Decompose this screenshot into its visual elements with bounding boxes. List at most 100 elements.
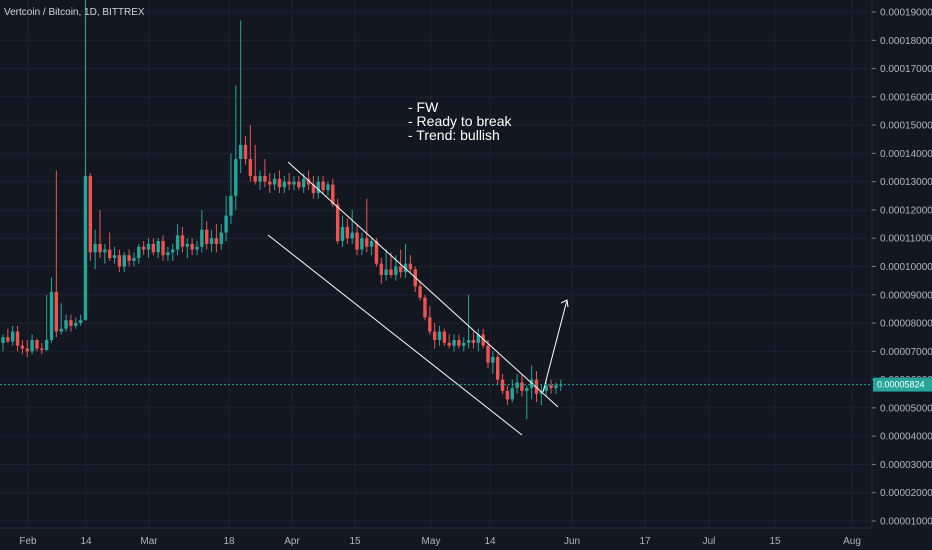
candle-body[interactable] xyxy=(408,263,413,270)
candle-body[interactable] xyxy=(481,334,485,346)
candle-body[interactable] xyxy=(88,176,92,253)
candle-body[interactable] xyxy=(209,238,214,244)
candle-body[interactable] xyxy=(340,226,345,242)
candle-body[interactable] xyxy=(418,286,422,298)
channel-upper-line[interactable] xyxy=(287,161,559,408)
candle-body[interactable] xyxy=(428,317,432,332)
candle-body[interactable] xyxy=(529,379,534,389)
candle-body[interactable] xyxy=(161,241,165,256)
candle-body[interactable] xyxy=(54,291,59,332)
candle-body[interactable] xyxy=(389,269,393,275)
candle-body[interactable] xyxy=(297,181,301,188)
candle-body[interactable] xyxy=(491,356,495,363)
candle-body[interactable] xyxy=(311,184,316,193)
time-axis[interactable]: Feb 14 Mar 18 Apr 15 May 14 Jun 17 Jul 15 Aug xyxy=(19,536,861,547)
candle-body[interactable] xyxy=(306,178,311,185)
candle-body[interactable] xyxy=(146,243,151,250)
candle-body[interactable] xyxy=(476,334,480,343)
candle-body[interactable] xyxy=(549,385,553,389)
candle-body[interactable] xyxy=(190,243,194,250)
candle-body[interactable] xyxy=(496,356,500,380)
candle-body[interactable] xyxy=(253,176,257,182)
candle-body[interactable] xyxy=(137,246,141,259)
candle-body[interactable] xyxy=(78,320,83,324)
candle-body[interactable] xyxy=(59,328,63,332)
candle-body[interactable] xyxy=(326,184,330,191)
candle-body[interactable] xyxy=(500,379,505,391)
candle-body[interactable] xyxy=(457,340,461,346)
candle-body[interactable] xyxy=(399,266,403,273)
note-annotation[interactable]: - FW - Ready to break - Trend: bullish xyxy=(408,99,512,143)
candle-body[interactable] xyxy=(127,255,131,261)
candle-body[interactable] xyxy=(122,255,126,267)
candle-body[interactable] xyxy=(15,331,20,346)
candle-body[interactable] xyxy=(44,340,49,350)
candle-body[interactable] xyxy=(141,246,146,250)
candle-body[interactable] xyxy=(108,249,112,259)
candle-body[interactable] xyxy=(200,229,204,247)
breakout-arrow-line[interactable] xyxy=(542,299,568,393)
candle-body[interactable] xyxy=(258,176,262,182)
candle-body[interactable] xyxy=(132,258,136,261)
candle-body[interactable] xyxy=(35,340,39,349)
candle-body[interactable] xyxy=(214,238,219,244)
candle-body[interactable] xyxy=(238,144,243,160)
candle-body[interactable] xyxy=(423,297,427,318)
candle-body[interactable] xyxy=(321,181,325,191)
candle-body[interactable] xyxy=(83,176,88,321)
candle-body[interactable] xyxy=(171,249,175,253)
candle-body[interactable] xyxy=(112,255,117,259)
candle-body[interactable] xyxy=(185,243,189,247)
candle-body[interactable] xyxy=(355,232,359,250)
candle-body[interactable] xyxy=(272,178,277,185)
candle-body[interactable] xyxy=(316,181,320,193)
candle-body[interactable] xyxy=(462,342,466,346)
candle-body[interactable] xyxy=(384,269,388,275)
candle-body[interactable] xyxy=(117,255,122,267)
candle-body[interactable] xyxy=(471,340,476,343)
candle-body[interactable] xyxy=(93,243,97,253)
candle-body[interactable] xyxy=(534,379,539,394)
candle-body[interactable] xyxy=(11,331,15,342)
candle-body[interactable] xyxy=(486,345,490,363)
candle-body[interactable] xyxy=(20,345,25,349)
candle-body[interactable] xyxy=(345,226,350,239)
candle-body[interactable] xyxy=(335,204,340,242)
candle-body[interactable] xyxy=(403,263,408,273)
candle-body[interactable] xyxy=(243,144,248,160)
candle-body[interactable] xyxy=(224,215,228,233)
candle-body[interactable] xyxy=(510,388,514,400)
candle-body[interactable] xyxy=(175,235,180,250)
candle-body[interactable] xyxy=(466,340,471,343)
candle-body[interactable] xyxy=(287,181,291,185)
candle-body[interactable] xyxy=(452,340,456,346)
candle-body[interactable] xyxy=(432,331,437,341)
candle-body[interactable] xyxy=(394,266,398,275)
candle-body[interactable] xyxy=(520,382,524,391)
candle-body[interactable] xyxy=(98,243,102,253)
candle-body[interactable] xyxy=(350,232,354,239)
candle-body[interactable] xyxy=(229,195,233,216)
candle-body[interactable] xyxy=(6,337,10,342)
candle-body[interactable] xyxy=(151,243,156,253)
candle-body[interactable] xyxy=(180,235,185,247)
candle-body[interactable] xyxy=(234,159,238,196)
candle-body[interactable] xyxy=(282,181,286,188)
candle-body[interactable] xyxy=(219,232,223,244)
candle-body[interactable] xyxy=(515,382,519,389)
candle-body[interactable] xyxy=(379,263,383,275)
candle-body[interactable] xyxy=(544,385,548,391)
candle-body[interactable] xyxy=(360,238,364,250)
candle-body[interactable] xyxy=(331,184,335,205)
channel-lower-line[interactable] xyxy=(267,234,523,436)
candle-body[interactable] xyxy=(277,178,282,188)
candle-body[interactable] xyxy=(505,390,510,400)
candle-body[interactable] xyxy=(49,291,54,341)
candle-body[interactable] xyxy=(156,241,160,253)
candle-body[interactable] xyxy=(268,181,272,185)
candle-body[interactable] xyxy=(302,178,306,188)
candle-body[interactable] xyxy=(447,342,451,346)
candle-body[interactable] xyxy=(369,241,374,247)
candle-body[interactable] xyxy=(205,229,209,244)
candle-body[interactable] xyxy=(559,384,563,386)
